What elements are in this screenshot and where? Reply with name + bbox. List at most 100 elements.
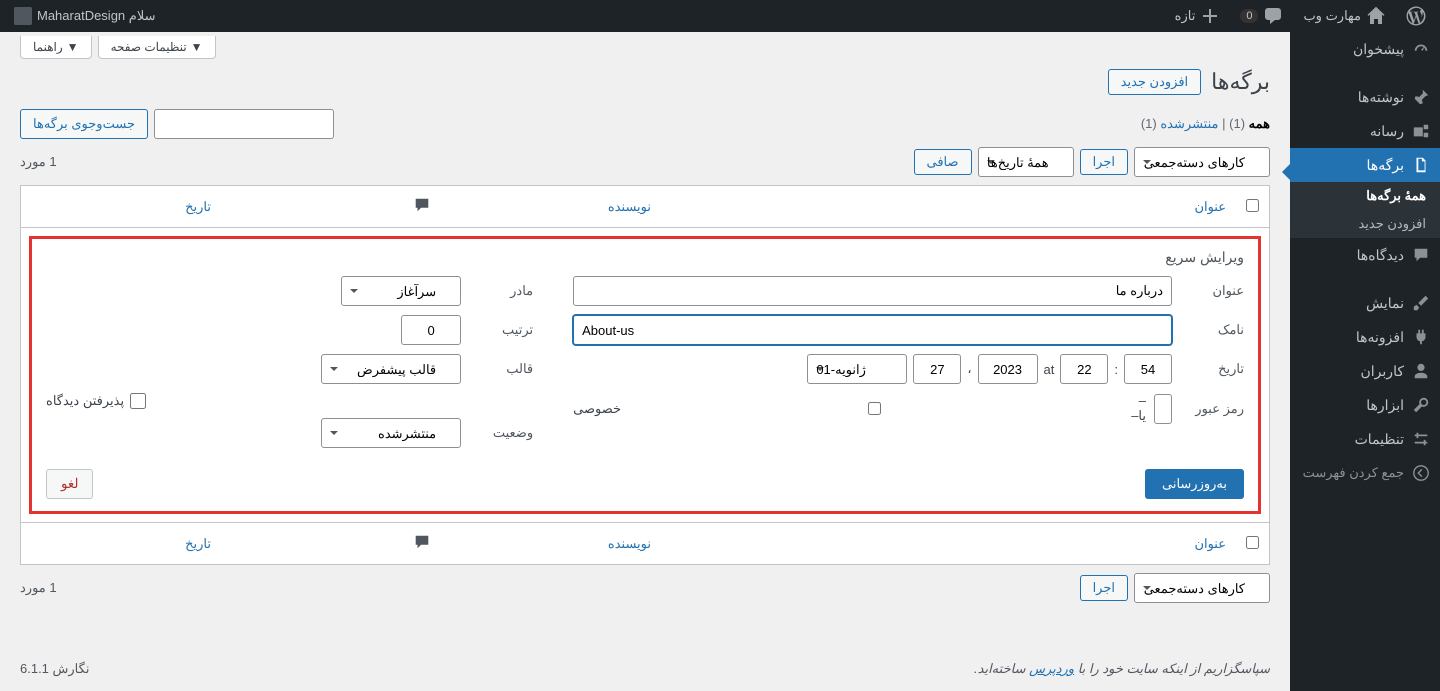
site-name: مهارت وب	[1303, 8, 1361, 24]
media-icon	[1412, 122, 1430, 140]
col-author[interactable]: نویسنده	[441, 186, 661, 228]
apply-button[interactable]: اجرا	[1080, 149, 1128, 175]
filter-button[interactable]: صافی	[914, 149, 972, 175]
comments-link[interactable]: 0	[1232, 0, 1291, 32]
col-date[interactable]: تاریخ	[21, 186, 221, 228]
qe-slug-input[interactable]	[573, 315, 1172, 345]
submenu-add-page[interactable]: افزودن جدید	[1290, 210, 1440, 238]
menu-users[interactable]: کاربران	[1290, 354, 1440, 388]
collapse-menu[interactable]: جمع کردن فهرست	[1293, 456, 1440, 490]
site-link[interactable]: مهارت وب	[1295, 0, 1394, 32]
select-all-bottom[interactable]	[1246, 536, 1259, 549]
user-icon	[1412, 362, 1430, 380]
qe-slug-label: نامک	[1184, 322, 1244, 338]
pin-icon	[1412, 88, 1430, 106]
menu-settings[interactable]: تنظیمات	[1290, 422, 1440, 456]
qe-comments-label: پذیرفتن دیدگاه	[46, 393, 124, 409]
qe-comments-checkbox[interactable]	[130, 393, 146, 409]
qe-month-select[interactable]: 01-ژانویه	[807, 354, 907, 384]
wordpress-link[interactable]: وردپرس	[1029, 661, 1074, 676]
screen-meta: راهنما▼ تنظیمات صفحه▼	[20, 32, 1270, 59]
qe-hour-input[interactable]	[1060, 354, 1108, 384]
qe-private-checkbox[interactable]	[629, 402, 1120, 415]
pages-submenu: همهٔ برگه‌ها افزودن جدید	[1290, 182, 1440, 238]
quick-edit-row: ویرایش سریع عنوان نامک	[21, 228, 1269, 522]
qe-template-select[interactable]: قالب پیشفرض	[321, 354, 461, 384]
comments-count: 0	[1240, 9, 1258, 23]
menu-dashboard[interactable]: پیشخوان	[1290, 32, 1440, 66]
qe-order-label: ترتیب	[473, 322, 533, 338]
menu-label: تنظیمات	[1355, 431, 1404, 448]
avatar-icon	[14, 7, 32, 25]
qe-minute-input[interactable]	[1124, 354, 1172, 384]
qe-parent-label: مادر	[473, 283, 533, 299]
qe-password-label: رمز عبور	[1184, 401, 1244, 417]
apply-button-bottom[interactable]: اجرا	[1080, 575, 1128, 601]
qe-template-label: قالب	[473, 361, 533, 377]
admin-menu: پیشخوان نوشته‌ها رسانه برگه‌ها همهٔ برگه…	[1290, 32, 1440, 691]
view-filters: همه (1) | منتشرشده (1)	[1141, 116, 1270, 132]
col-title[interactable]: عنوان	[661, 186, 1236, 228]
comment-icon	[1412, 246, 1430, 264]
menu-posts[interactable]: نوشته‌ها	[1290, 80, 1440, 114]
search-box: جست‌وجوی برگه‌ها	[20, 109, 334, 139]
add-new-button[interactable]: افزودن جدید	[1108, 69, 1202, 95]
update-button[interactable]: به‌روزرسانی	[1145, 469, 1244, 499]
pages-table: عنوان نویسنده تاریخ ویرایش سریع	[20, 185, 1270, 565]
menu-media[interactable]: رسانه	[1290, 114, 1440, 148]
dashboard-icon	[1412, 40, 1430, 58]
search-button[interactable]: جست‌وجوی برگه‌ها	[20, 109, 148, 139]
comment-icon	[413, 533, 431, 551]
filter-all[interactable]: همه	[1249, 116, 1270, 131]
footer: سپاسگزاریم از اینکه سایت خود را با وردپر…	[20, 647, 1270, 691]
qe-title-label: عنوان	[1184, 283, 1244, 299]
select-all-top[interactable]	[1246, 199, 1259, 212]
new-label: تازه	[1175, 8, 1196, 24]
qe-day-input[interactable]	[913, 354, 961, 384]
menu-label: کاربران	[1361, 363, 1404, 380]
bulk-action-select[interactable]: کارهای دسته‌جمعی	[1134, 147, 1270, 177]
howdy-text: سلام MaharatDesign	[37, 8, 155, 24]
menu-pages[interactable]: برگه‌ها	[1290, 148, 1440, 182]
menu-label: نوشته‌ها	[1358, 89, 1404, 106]
qe-parent-select[interactable]: سرآغاز	[341, 276, 461, 306]
qe-title-input[interactable]	[573, 276, 1172, 306]
tablenav-top: کارهای دسته‌جمعی اجرا همهٔ تاریخ‌ها صافی…	[20, 147, 1270, 177]
qe-private-label: خصوصی	[573, 401, 621, 417]
help-tab[interactable]: راهنما▼	[20, 36, 92, 59]
qe-order-input[interactable]	[401, 315, 461, 345]
menu-plugins[interactable]: افزونه‌ها	[1290, 320, 1440, 354]
col-comments-foot[interactable]	[221, 522, 441, 564]
wordpress-icon	[1406, 6, 1426, 26]
col-title-foot[interactable]: عنوان	[661, 522, 1236, 564]
new-content[interactable]: تازه	[1167, 0, 1229, 32]
cancel-button[interactable]: لغو	[46, 469, 93, 499]
menu-label: برگه‌ها	[1367, 157, 1404, 174]
qe-status-select[interactable]: منتشرشده	[321, 418, 461, 448]
qe-year-input[interactable]	[978, 354, 1038, 384]
date-filter-select[interactable]: همهٔ تاریخ‌ها	[978, 147, 1074, 177]
howdy[interactable]: سلام MaharatDesign	[6, 0, 163, 32]
filter-published[interactable]: منتشرشده	[1160, 116, 1218, 131]
content-area: راهنما▼ تنظیمات صفحه▼ برگه‌ها افزودن جدی…	[0, 32, 1290, 691]
menu-comments[interactable]: دیدگاه‌ها	[1290, 238, 1440, 272]
menu-tools[interactable]: ابزارها	[1290, 388, 1440, 422]
wp-logo[interactable]	[1398, 0, 1434, 32]
col-date-foot[interactable]: تاریخ	[21, 522, 221, 564]
sliders-icon	[1412, 430, 1430, 448]
qe-password-input[interactable]	[1154, 394, 1172, 424]
col-comments[interactable]	[221, 186, 441, 228]
tablenav-bottom: کارهای دسته‌جمعی اجرا 1 مورد	[20, 573, 1270, 603]
menu-appearance[interactable]: نمایش	[1290, 286, 1440, 320]
footer-version: نگارش 6.1.1	[20, 661, 89, 677]
qe-status-label: وضعیت	[473, 425, 533, 441]
screen-options-tab[interactable]: تنظیمات صفحه▼	[98, 36, 216, 59]
bulk-action-select-bottom[interactable]: کارهای دسته‌جمعی	[1134, 573, 1270, 603]
brush-icon	[1412, 294, 1430, 312]
menu-label: ابزارها	[1366, 397, 1404, 414]
submenu-all-pages[interactable]: همهٔ برگه‌ها	[1290, 182, 1440, 210]
plus-icon	[1200, 6, 1220, 26]
search-input[interactable]	[154, 109, 334, 139]
col-author-foot[interactable]: نویسنده	[441, 522, 661, 564]
collapse-label: جمع کردن فهرست	[1303, 465, 1404, 481]
